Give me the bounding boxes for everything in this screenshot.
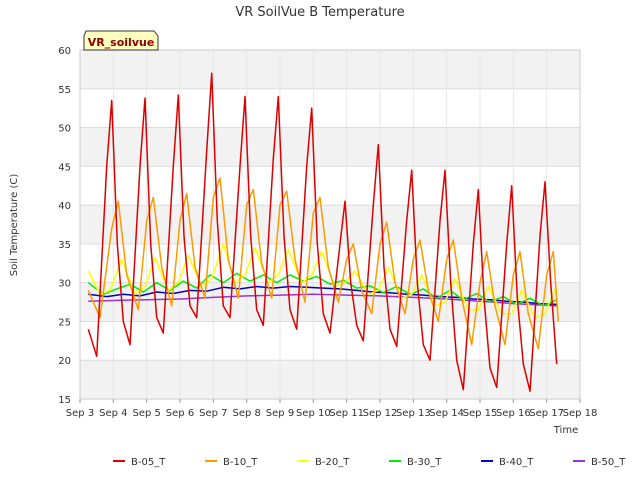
plot-band bbox=[80, 127, 580, 167]
y-tick-label: 50 bbox=[58, 124, 71, 135]
x-tick-label: Sep 10 bbox=[296, 408, 331, 419]
legend-item-B-10_T: B-10_T bbox=[205, 457, 258, 468]
legend-label: B-50_T bbox=[591, 457, 626, 468]
series-layer bbox=[87, 72, 560, 392]
x-axis-ticks: Sep 3 Sep 4 Sep 5 Sep 6 Sep 7 Sep 8 Sep 9 Sep 1… bbox=[66, 399, 598, 419]
legend-label: B-05_T bbox=[131, 457, 166, 468]
x-tick-label: Sep 6 bbox=[166, 408, 194, 419]
x-tick-label: Sep 14 bbox=[429, 408, 464, 419]
y-tick-label: 35 bbox=[58, 240, 71, 251]
x-tick-label: Sep 12 bbox=[363, 408, 398, 419]
plot-background-bands bbox=[80, 50, 580, 399]
series-line-B-05_T bbox=[87, 72, 558, 392]
x-tick-label: Sep 3 bbox=[66, 408, 94, 419]
site-label-tag: VR_soilvue bbox=[83, 30, 159, 51]
x-tick-label: Sep 5 bbox=[132, 408, 160, 419]
chart-title: VR SoilVue B Temperature bbox=[235, 5, 404, 20]
legend-label: B-40_T bbox=[499, 457, 534, 468]
y-axis-ticks: 15 20 25 30 35 40 45 50 55 60 bbox=[58, 46, 71, 406]
plot-band bbox=[80, 205, 580, 244]
plot-border bbox=[79, 49, 581, 400]
legend-item-B-40_T: B-40_T bbox=[481, 457, 534, 468]
legend-item-B-30_T: B-30_T bbox=[389, 457, 442, 468]
site-label-box bbox=[83, 30, 159, 51]
y-tick-label: 40 bbox=[58, 201, 71, 212]
series-line-B-10_T bbox=[87, 177, 560, 350]
y-tick-label: 55 bbox=[58, 85, 71, 96]
x-tick-label: Sep 7 bbox=[199, 408, 227, 419]
legend-label: B-30_T bbox=[407, 457, 442, 468]
legend-item-B-20_T: B-20_T bbox=[297, 457, 350, 468]
legend-label: B-10_T bbox=[223, 457, 258, 468]
y-tick-label: 20 bbox=[58, 356, 71, 367]
legend: B-05_T B-10_T B-20_T B-30_T B-40_T B-50_T bbox=[113, 457, 626, 468]
x-tick-label: Sep 9 bbox=[266, 408, 294, 419]
x-tick-label: Sep 17 bbox=[529, 408, 564, 419]
x-tick-label: Sep 15 bbox=[463, 408, 498, 419]
legend-item-B-50_T: B-50_T bbox=[573, 457, 626, 468]
y-tick-label: 15 bbox=[58, 395, 71, 406]
x-tick-label: Sep 8 bbox=[232, 408, 260, 419]
legend-label: B-20_T bbox=[315, 457, 350, 468]
x-tick-label: Sep 13 bbox=[396, 408, 431, 419]
x-tick-label: Sep 16 bbox=[496, 408, 531, 419]
plot-band bbox=[80, 360, 580, 399]
x-axis-label: Time bbox=[553, 425, 578, 436]
legend-item-B-05_T: B-05_T bbox=[113, 457, 166, 468]
plot-band bbox=[80, 50, 580, 89]
y-tick-label: 25 bbox=[58, 317, 71, 328]
y-axis-label: Soil Temperature (C) bbox=[9, 174, 20, 277]
x-tick-label: Sep 11 bbox=[329, 408, 364, 419]
x-tick-label: Sep 18 bbox=[563, 408, 598, 419]
site-label-text: VR_soilvue bbox=[88, 36, 155, 49]
y-tick-label: 45 bbox=[58, 162, 71, 173]
y-tick-label: 60 bbox=[58, 46, 71, 57]
y-tick-label: 30 bbox=[58, 279, 71, 290]
x-tick-label: Sep 4 bbox=[99, 408, 127, 419]
